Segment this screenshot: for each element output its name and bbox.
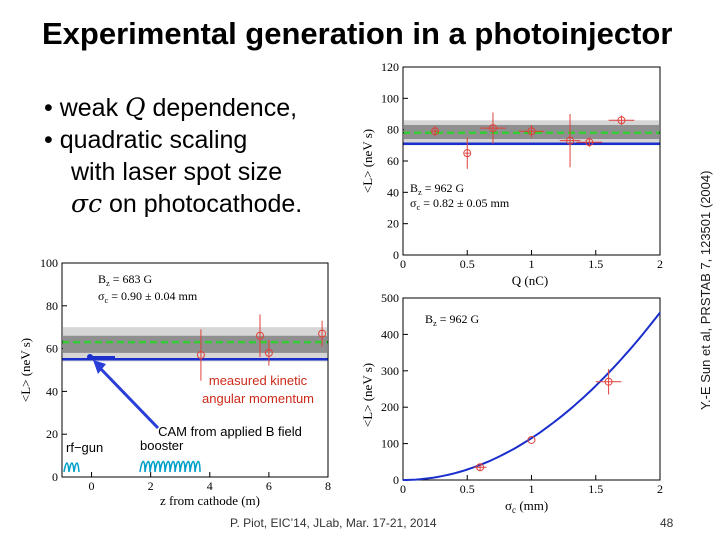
bullet-2: • quadratic scaling	[44, 124, 302, 156]
plot-0-ytick-label-2: 40	[387, 185, 399, 199]
plot-0-xtick-label-3: 1.5	[588, 257, 603, 271]
plot-2-point-3	[318, 329, 327, 338]
booster-label: booster	[140, 438, 184, 453]
bullet-1-post: dependence,	[145, 94, 298, 122]
plot-0-frame-top	[402, 66, 661, 256]
bullet-2-text: quadratic scaling	[59, 126, 248, 154]
plot-2-inner-band	[63, 335, 327, 353]
plot-2-frame-top	[61, 262, 329, 478]
plot-1-xtick-label-0: 0	[400, 482, 406, 496]
plot-0-ytick-label-0: 0	[393, 248, 399, 262]
plot-1-xlabel: σc (mm)	[505, 498, 548, 515]
plot-0-ytick-label-6: 120	[381, 60, 399, 74]
plot-0-ytick-label-5: 100	[381, 91, 399, 105]
citation: Y.-E Sun et al, PRSTAB 7, 123501 (2004)	[698, 170, 713, 410]
plot-1-point-2	[604, 377, 613, 386]
cam-arrow-head	[93, 360, 106, 374]
plot-0-point-0	[431, 127, 440, 136]
plot-1-bz-label: Bz = 962 G	[425, 312, 480, 328]
plot-2-xtick-label-3: 6	[266, 479, 272, 493]
plot-2-xtick-label-4: 8	[325, 479, 331, 493]
footer-text: P. Piot, EIC’14, JLab, Mar. 17-21, 2014	[230, 516, 437, 530]
plot-0-bz-label: Bz = 962 G	[410, 181, 465, 197]
plot-1-frame	[402, 297, 661, 481]
cam-start-dot	[87, 354, 93, 360]
bullet-2-continued: with laser spot size	[71, 158, 283, 186]
slide-title: Experimental generation in a photoinject…	[42, 16, 673, 51]
cam-arrow-shaft	[98, 366, 160, 430]
plot-2-ytick-label-3: 60	[46, 342, 58, 356]
plot-1-point-1	[527, 435, 536, 444]
plot-2-ytick-label-1: 20	[46, 427, 58, 441]
plot-0-ytick-label-3: 60	[387, 154, 399, 168]
plot-2-frame	[61, 262, 329, 478]
plot-0-point-1	[463, 149, 472, 158]
plot-1-point-0	[476, 463, 485, 472]
plot-2-ytick-label-2: 40	[46, 384, 58, 398]
plot-1-ytick-label-1: 100	[381, 437, 399, 451]
plot-1-xtick-label-1: 0.5	[460, 482, 475, 496]
plot-0-xtick-label-4: 2	[657, 257, 663, 271]
booster-coil-icon	[139, 460, 201, 473]
page-number: 48	[660, 516, 674, 530]
rfgun-coil-icon	[63, 462, 80, 473]
bullet-list: • weak Q dependence, • quadratic scaling…	[44, 92, 302, 220]
plot-0-point-3	[527, 127, 536, 136]
plot-0-point-6	[617, 116, 626, 125]
plot-1-ytick-label-0: 0	[393, 473, 399, 487]
bullet-marker: •	[44, 94, 53, 122]
plot-2-xtick-label-0: 0	[89, 479, 95, 493]
plot-0-frame	[402, 66, 661, 256]
bullet-1-pre: weak	[59, 94, 126, 122]
plot-2-point-2	[264, 348, 273, 357]
plot-2-ytick-label-0: 0	[52, 470, 58, 484]
plot-1-fit-curve	[403, 311, 661, 481]
plot-2-sigma-label: σc = 0.90 ± 0.04 mm	[98, 289, 198, 305]
cam-label: CAM from applied B field	[158, 424, 302, 439]
rfgun-label: rf−gun	[66, 440, 103, 455]
bullet-2-post: on photocathode.	[102, 190, 303, 218]
angular-momentum-label: angular momentum	[202, 391, 314, 406]
plot-1-ylabel: <L> (neV s)	[360, 363, 375, 427]
plot-1-ytick-label-3: 300	[381, 364, 399, 378]
plot-0-xtick-label-1: 0.5	[460, 257, 475, 271]
plot-2-ytick-label-4: 80	[46, 299, 58, 313]
plot-0-sigma-label: σc = 0.82 ± 0.05 mm	[410, 196, 510, 212]
plot-0-point-4	[566, 136, 575, 145]
measured-kinetic-label: measured kinetic	[209, 373, 308, 388]
plot-1-ytick-label-4: 400	[381, 327, 399, 341]
plot-0-ylabel: <L> (neV s)	[360, 129, 375, 193]
plot-2-point-1	[256, 331, 265, 340]
plot-2-point-0	[196, 351, 205, 360]
plot-2-ylabel: <L> (neV s)	[18, 338, 33, 402]
sigma-symbol: σc	[71, 189, 103, 218]
plot-1-xtick-label-2: 1	[529, 482, 535, 496]
plot-2-xtick-label-1: 2	[148, 479, 154, 493]
plot-0-xlabel: Q (nC)	[512, 273, 548, 288]
plot-0-xtick-label-0: 0	[400, 257, 406, 271]
plot-1-ytick-label-5: 500	[381, 291, 399, 305]
plot-1-ytick-label-2: 200	[381, 400, 399, 414]
charge-symbol: Q	[125, 93, 146, 122]
plot-2-xlabel: z from cathode (m)	[160, 493, 260, 508]
plot-0-ytick-label-4: 80	[387, 123, 399, 137]
plot-0-xtick-label-2: 1	[529, 257, 535, 271]
plot-0-ytick-label-1: 20	[387, 217, 399, 231]
bullet-1: • weak Q dependence,	[44, 92, 302, 124]
bullet-2-last: σc on photocathode.	[44, 188, 302, 220]
plot-1-xtick-label-4: 2	[657, 482, 663, 496]
plot-2-bz-label: Bz = 683 G	[98, 272, 153, 288]
plot-0-point-5	[585, 138, 594, 147]
plot-2-ytick-label-5: 100	[40, 256, 58, 270]
bullet-marker: •	[44, 126, 53, 154]
plot-2-xtick-label-2: 4	[207, 479, 213, 493]
plot-0-point-2	[488, 124, 497, 133]
plot-1-xtick-label-3: 1.5	[588, 482, 603, 496]
